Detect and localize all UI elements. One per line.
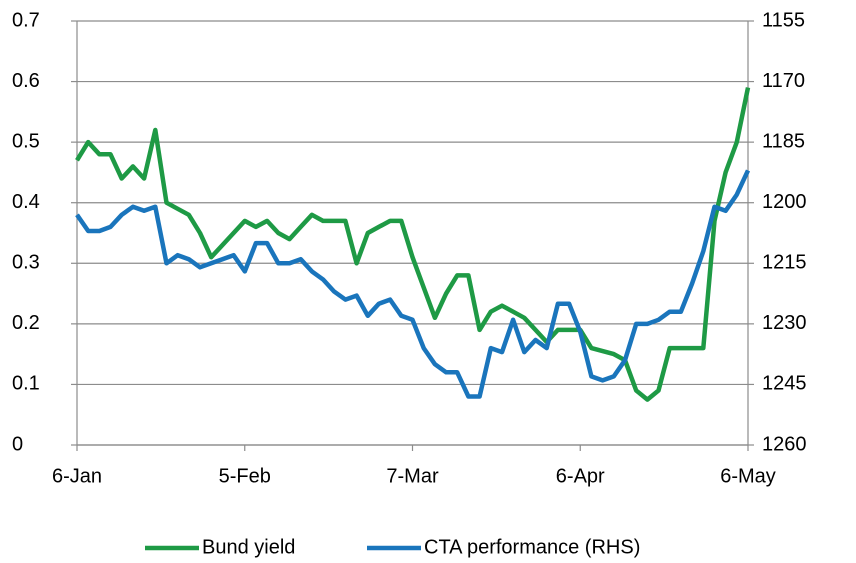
y-tick-label: 0.1 xyxy=(12,373,40,395)
x-tick-label: 6-Apr xyxy=(556,465,605,487)
y-tick-label: 0.7 xyxy=(12,9,40,31)
y-tick-label: 0.3 xyxy=(12,252,40,274)
x-tick-label: 5-Feb xyxy=(219,465,271,487)
y2-tick-label: 1155 xyxy=(762,9,805,31)
x-tick-label: 6-Jan xyxy=(52,465,102,487)
x-tick-label: 6-May xyxy=(720,465,776,487)
legend-label: Bund yield xyxy=(202,536,295,558)
y2-tick-label: 1200 xyxy=(762,191,807,213)
y2-tick-label: 1215 xyxy=(762,252,807,274)
series-line xyxy=(75,87,751,402)
y2-tick-label: 1185 xyxy=(762,130,805,152)
y-tick-label: 0 xyxy=(12,433,23,455)
y-tick-label: 0.5 xyxy=(12,130,40,152)
series-line xyxy=(75,169,751,399)
x-tick-label: 7-Mar xyxy=(386,465,439,487)
y2-tick-label: 1245 xyxy=(762,373,807,395)
y-tick-label: 0.6 xyxy=(12,70,40,92)
legend-label: CTA performance (RHS) xyxy=(424,536,640,558)
y-tick-label: 0.2 xyxy=(12,312,40,334)
y2-tick-label: 1230 xyxy=(762,312,807,334)
y2-tick-label: 1260 xyxy=(762,433,807,455)
y2-tick-label: 1170 xyxy=(762,70,805,92)
y-tick-label: 0.4 xyxy=(12,191,40,213)
